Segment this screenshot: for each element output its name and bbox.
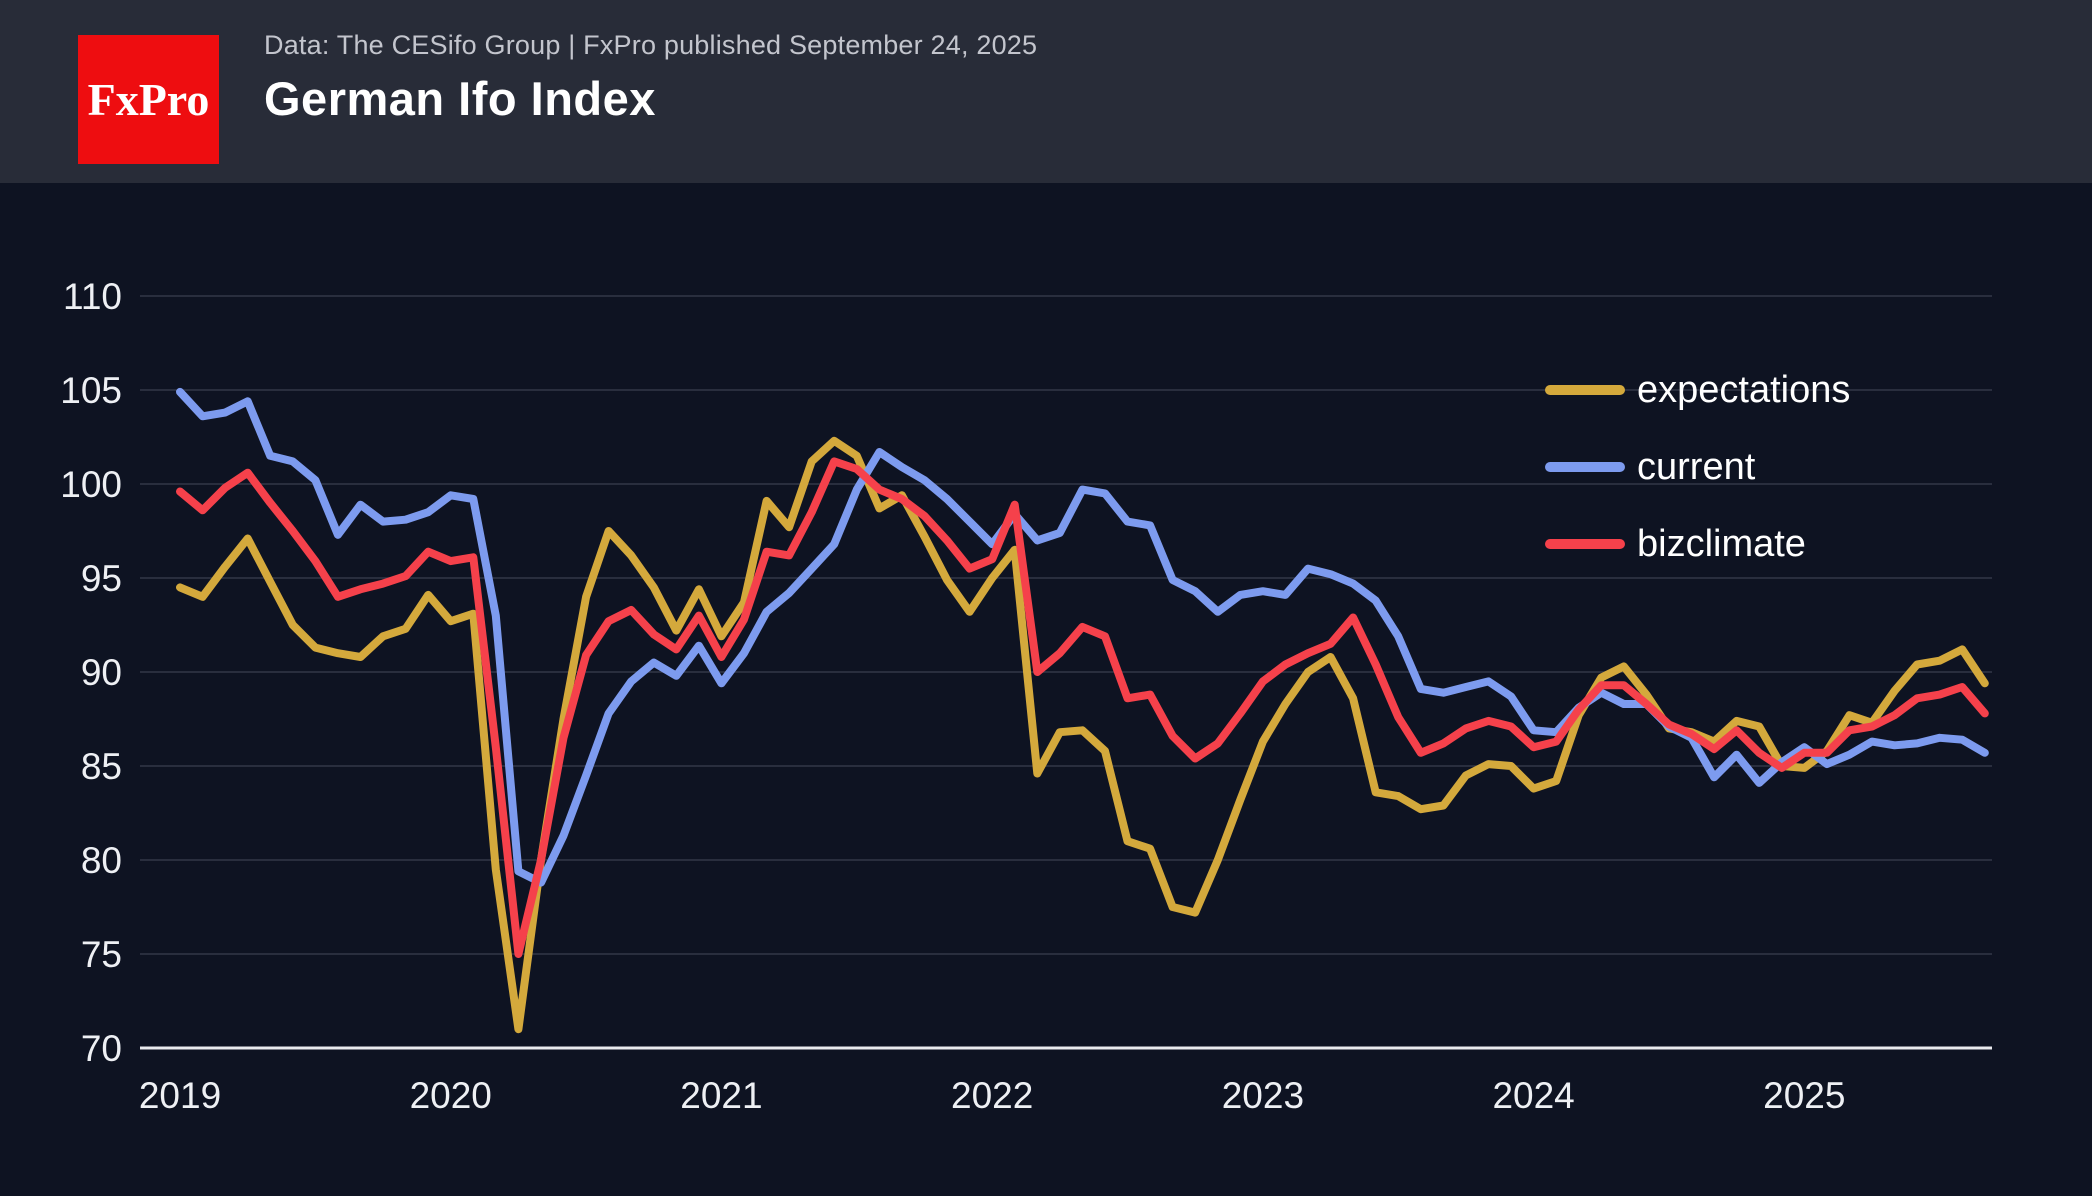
current-line-swatch [1545, 462, 1625, 472]
y-axis-label: 90 [81, 652, 122, 693]
legend-label: current [1637, 445, 1756, 488]
y-axis-label: 110 [63, 276, 122, 317]
header-bar: FxPro Data: The CESifo Group | FxPro pub… [0, 0, 2092, 183]
expectations-line-swatch [1545, 385, 1625, 395]
x-axis-label: 2019 [139, 1075, 221, 1116]
x-axis-label: 2023 [1222, 1075, 1304, 1116]
y-axis-label: 105 [60, 370, 122, 411]
legend-item-bizclimate: bizclimate [1545, 522, 1850, 566]
series-line-bizclimate [176, 457, 1989, 958]
y-axis-label: 80 [81, 840, 122, 881]
chart-title: German Ifo Index [264, 72, 656, 125]
x-axis-label: 2025 [1763, 1075, 1845, 1116]
bizclimate-line-swatch [1545, 539, 1625, 549]
y-axis-label: 75 [81, 934, 122, 975]
y-axis-label: 70 [81, 1028, 122, 1069]
x-axis-label: 2022 [951, 1075, 1033, 1116]
fxpro-logo-text: FxPro [87, 74, 210, 125]
y-axis-label: 85 [81, 746, 122, 787]
header-text-block: Data: The CESifo Group | FxPro published… [264, 30, 1037, 126]
x-axis-label: 2021 [680, 1075, 762, 1116]
fxpro-logo: FxPro [78, 35, 219, 164]
y-axis-label: 95 [81, 558, 122, 599]
legend-label: expectations [1637, 368, 1851, 411]
x-axis-label: 2020 [410, 1075, 492, 1116]
legend-item-current: current [1545, 445, 1850, 489]
chart-legend: expectations current bizclimate [1545, 368, 1850, 599]
y-axis-label: 100 [60, 464, 122, 505]
legend-label: bizclimate [1637, 522, 1806, 565]
data-source-caption: Data: The CESifo Group | FxPro published… [264, 30, 1038, 60]
x-axis-label: 2024 [1492, 1075, 1574, 1116]
legend-item-expectations: expectations [1545, 368, 1850, 412]
